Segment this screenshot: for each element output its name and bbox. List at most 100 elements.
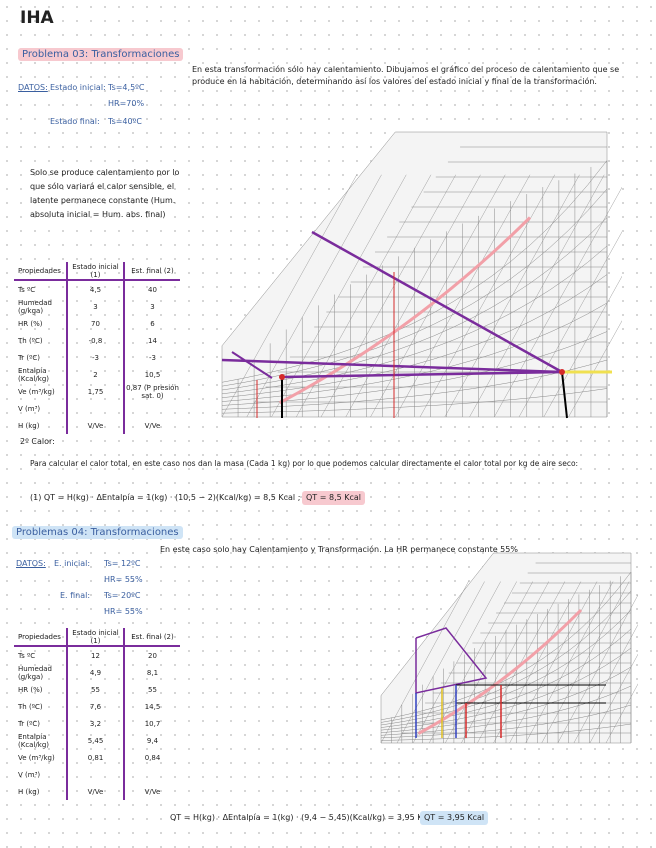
chart-line — [380, 628, 632, 728]
table-cell: -3 — [66, 349, 123, 366]
table-cell: V/Ve — [123, 783, 180, 800]
table-row: Ts ºC 12 20 — [14, 647, 180, 664]
table-cell: HR (%) — [18, 685, 43, 694]
table-row: HR (%) 55 55 — [14, 681, 180, 698]
initial-label: E. inicial: — [54, 559, 91, 568]
header-cell: Propiedades — [18, 632, 61, 641]
table-cell: Th (ºC) — [18, 336, 43, 345]
chart-line — [380, 571, 632, 721]
table-cell: Entalpía (Kcal/kg) — [18, 366, 49, 383]
process-line — [281, 370, 563, 379]
table-row: Humedad (g/kga) 4,9 8,1 — [14, 664, 180, 681]
marker-line — [561, 371, 568, 419]
table-row: Tr (ºC) 3,2 10,7 — [14, 715, 180, 732]
formula: (1) QT = H(kg) · ΔEntalpía = 1(kg) · (10… — [30, 493, 301, 502]
result: QT = 3,95 Kcal — [420, 811, 489, 825]
table-row: HR (%) 70 6 — [14, 315, 180, 332]
chart-line — [509, 581, 598, 744]
properties-table: Propiedades Estado inicial (1) Est. final … — [14, 628, 180, 800]
chart-line — [380, 704, 632, 739]
header-cell: Est. final (2) — [123, 262, 180, 279]
intro: En esta transformación sólo hay calentam… — [192, 65, 620, 86]
table-cell: Ts ºC — [18, 285, 36, 294]
chart-line — [417, 608, 583, 735]
page-title: IHA — [20, 8, 54, 28]
chart-line — [380, 723, 632, 741]
table-cell: 0,81 — [66, 749, 123, 766]
chart-line — [494, 186, 622, 418]
table-cell: 12 — [66, 647, 123, 664]
chart-line — [573, 624, 638, 744]
section-title: Problema 03: Transformaciones — [18, 48, 184, 61]
table-row: H (kg) V/Ve V/Ve — [14, 783, 180, 800]
table-cell: HR (%) — [18, 319, 43, 328]
table-cell: Tr (ºC) — [18, 353, 40, 362]
chart-line — [518, 231, 622, 418]
chart-line — [477, 581, 566, 744]
process-line — [221, 358, 563, 374]
table-row: V (m³) — [14, 400, 180, 417]
table-cell: 14 — [123, 332, 180, 349]
process-line — [311, 230, 563, 374]
header-cell: Propiedades — [18, 266, 61, 275]
table-cell: 14,5 — [123, 698, 180, 715]
chart-line — [221, 274, 608, 398]
chart-line — [221, 174, 357, 418]
table-cell: 2 — [66, 366, 123, 383]
chart-line — [605, 683, 638, 744]
chart-line — [221, 131, 622, 418]
chart-line — [221, 217, 608, 391]
table-cell — [123, 766, 180, 783]
table-cell — [66, 766, 123, 783]
table-cell: 3 — [66, 298, 123, 315]
table-cell: 20 — [123, 647, 180, 664]
table-header-row: Propiedades Estado inicial (1) Est. final … — [14, 628, 180, 647]
initial-hr: HR=70% — [108, 99, 145, 108]
state-point — [279, 374, 285, 380]
table-cell: Th (ºC) — [18, 702, 43, 711]
table-row: Humedad (g/kga) 3 3 — [14, 298, 180, 315]
table-cell: 10,7 — [123, 715, 180, 732]
table-cell: Entalpía (Kcal/kg) — [18, 732, 49, 749]
table-cell: Ve (m³/kg) — [18, 387, 55, 396]
chart-line — [493, 581, 582, 744]
table-cell: 6 — [123, 315, 180, 332]
final-hr: HR= 55% — [104, 607, 143, 616]
intro: En este caso solo hay Calentamiento y Tr… — [160, 545, 518, 554]
table-cell: V/Ve — [66, 417, 123, 434]
table-cell: 0,84 — [123, 749, 180, 766]
table-cell: H (kg) — [18, 421, 40, 430]
table-row: Entalpía (Kcal/kg) 5,45 9,4 — [14, 732, 180, 749]
chart-line — [221, 160, 608, 383]
final-label: E. final: — [60, 591, 91, 600]
table-cell: Tr (ºC) — [18, 719, 40, 728]
result: QT = 8,5 Kcal — [302, 491, 366, 505]
chart-line — [380, 581, 469, 744]
table-cell: V/Ve — [123, 417, 180, 434]
final-label: Estado final: — [50, 117, 100, 126]
initial-ts: Ts=4,5ºC — [108, 83, 145, 92]
table-cell: 4,9 — [66, 664, 123, 681]
chart-line — [395, 174, 531, 418]
table-cell: 4,5 — [66, 281, 123, 298]
table-row: Entalpía (Kcal/kg) 2 10,5 — [14, 366, 180, 383]
final-ts: Ts=40ºC — [108, 117, 142, 126]
properties-table: Propiedades Estado inicial (1) Est. final … — [14, 262, 180, 434]
table-cell: 5,45 — [66, 732, 123, 749]
table-row: Ve (m³/kg) 1,75 0,87 (P presión sat. 0) — [14, 383, 180, 400]
table-cell — [66, 400, 123, 417]
header-cell: Estado inicial (1) — [66, 628, 123, 645]
table-cell: 10,5 — [123, 366, 180, 383]
chart-line — [380, 590, 632, 723]
chart-line — [568, 320, 622, 418]
table-cell: 70 — [66, 315, 123, 332]
state-point — [559, 369, 565, 375]
chart-line — [419, 174, 555, 418]
chart-line — [370, 174, 506, 418]
table-row: Tr (ºC) -3 -3 — [14, 349, 180, 366]
table-row: H (kg) V/Ve V/Ve — [14, 417, 180, 434]
chart-line — [589, 653, 638, 744]
table-cell: 3,2 — [66, 715, 123, 732]
table-header-row: Propiedades Estado inicial (1) Est. final … — [14, 262, 180, 281]
chart-line — [541, 581, 630, 744]
